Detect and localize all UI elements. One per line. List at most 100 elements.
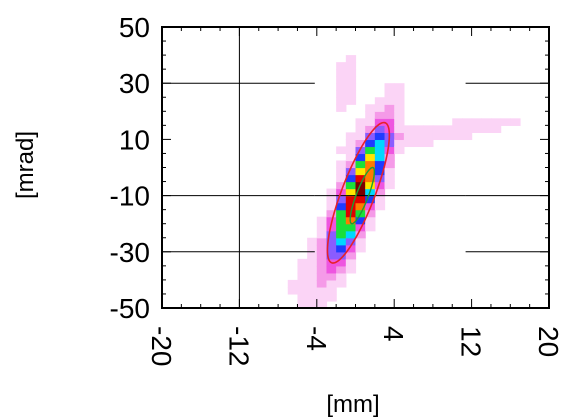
heatmap-bin	[365, 223, 376, 232]
heatmap-bin	[287, 279, 299, 288]
heatmap-bin	[336, 181, 347, 190]
heatmap-bin	[345, 195, 357, 204]
heatmap-bin	[326, 286, 337, 295]
heatmap-bin	[365, 209, 376, 218]
heatmap-bin	[365, 132, 376, 141]
heatmap-bin	[326, 195, 337, 204]
heatmap-bin	[336, 244, 347, 253]
inner-ellipse	[349, 166, 376, 225]
heatmap-bin	[374, 195, 386, 204]
heatmap-bin	[336, 62, 347, 70]
heatmap-bin	[345, 202, 357, 211]
heatmap-bin	[374, 153, 386, 162]
heatmap-bin	[384, 83, 395, 91]
heatmap-bin	[345, 90, 357, 98]
heatmap-bin	[316, 244, 328, 253]
y-tick-label: -50	[110, 293, 150, 324]
heatmap-bin	[442, 125, 453, 133]
heatmap-bin	[365, 174, 376, 183]
heatmap-bin	[336, 279, 347, 288]
heatmap-bin	[326, 209, 337, 218]
heatmap-bin	[316, 279, 328, 288]
heatmap-bin	[461, 125, 473, 133]
y-tick-label: 30	[119, 68, 150, 99]
heatmap-bin	[394, 139, 405, 148]
heatmap-bin	[345, 69, 357, 77]
heatmap-bin	[336, 83, 347, 91]
heatmap-bin	[365, 125, 376, 133]
heatmap-bin	[374, 104, 386, 112]
emittance-ellipses	[326, 121, 391, 264]
axis-labels: [mrad] [mm]	[12, 131, 380, 418]
heatmap-bin	[316, 293, 328, 302]
grid-lines	[162, 27, 549, 308]
heatmap-bin	[374, 167, 386, 176]
heatmap-bin	[316, 237, 328, 246]
heatmap-bin	[394, 104, 405, 112]
heatmap-bin	[355, 167, 366, 176]
heatmap-bin	[297, 279, 308, 288]
y-axis-label: [mrad]	[12, 131, 39, 199]
heatmap-bin	[345, 160, 357, 169]
heatmap-bin	[326, 279, 337, 288]
heatmap-bin	[307, 258, 318, 267]
heatmap-bin	[442, 132, 453, 141]
heatmap-bin	[355, 244, 366, 253]
heatmap-bin	[461, 118, 473, 126]
heatmap-bin	[355, 230, 366, 239]
heatmap-bin	[394, 111, 405, 119]
heatmap-bin	[452, 125, 463, 133]
x-tick-label: 4	[378, 326, 409, 342]
heatmap-bin	[316, 223, 328, 232]
y-tick-label: 10	[119, 124, 150, 155]
heatmap-bin	[316, 216, 328, 225]
heatmap-bin	[374, 118, 386, 126]
heatmap-bin	[336, 202, 347, 211]
x-tick-label: 20	[533, 326, 564, 357]
heatmap-bin	[345, 55, 357, 63]
heatmap-bin	[452, 132, 463, 141]
heatmap-bin	[345, 132, 357, 141]
heatmap-bin	[336, 97, 347, 105]
heatmap-bin	[307, 286, 318, 295]
heatmap-bin	[345, 97, 357, 105]
heatmap-bin	[355, 195, 366, 204]
heatmap-bin	[384, 167, 395, 176]
heatmap-bin	[326, 237, 337, 246]
heatmap-bin	[374, 111, 386, 119]
heatmap-bin	[365, 167, 376, 176]
heatmap-bin	[345, 153, 357, 162]
heatmap-bin	[355, 237, 366, 246]
heatmap-bin	[355, 202, 366, 211]
x-tick-label: -20	[146, 326, 177, 366]
heatmap-bin	[355, 146, 366, 155]
heatmap-bin	[336, 160, 347, 169]
heatmap-bin	[355, 139, 366, 148]
heatmap-bin	[316, 258, 328, 267]
heatmap-bin	[384, 153, 395, 162]
outer-ellipse	[326, 121, 391, 264]
heatmap-bin	[336, 167, 347, 176]
heatmap-bin	[336, 69, 347, 77]
heatmap-bin	[326, 188, 337, 197]
heatmap-bin	[365, 146, 376, 155]
heatmap-bin	[336, 265, 347, 274]
heatmap-bin	[432, 132, 444, 141]
heatmap-bin	[365, 118, 376, 126]
heatmap-bin	[374, 181, 386, 190]
y-tick-label: -10	[110, 181, 150, 212]
heatmap-bin	[297, 265, 308, 274]
heatmap-bin	[307, 300, 318, 309]
heatmap-bin	[336, 76, 347, 84]
heatmap-bin	[355, 118, 366, 126]
heatmap-bin	[345, 146, 357, 155]
heatmap-bin	[336, 90, 347, 98]
heatmap-bin	[374, 132, 386, 141]
x-tick-label: 12	[456, 326, 487, 357]
heatmap-bin	[326, 272, 337, 281]
heatmap-bin	[384, 104, 395, 112]
heatmap-bin	[374, 97, 386, 105]
heatmap-bin	[336, 146, 347, 155]
heatmap-bin	[307, 293, 318, 302]
